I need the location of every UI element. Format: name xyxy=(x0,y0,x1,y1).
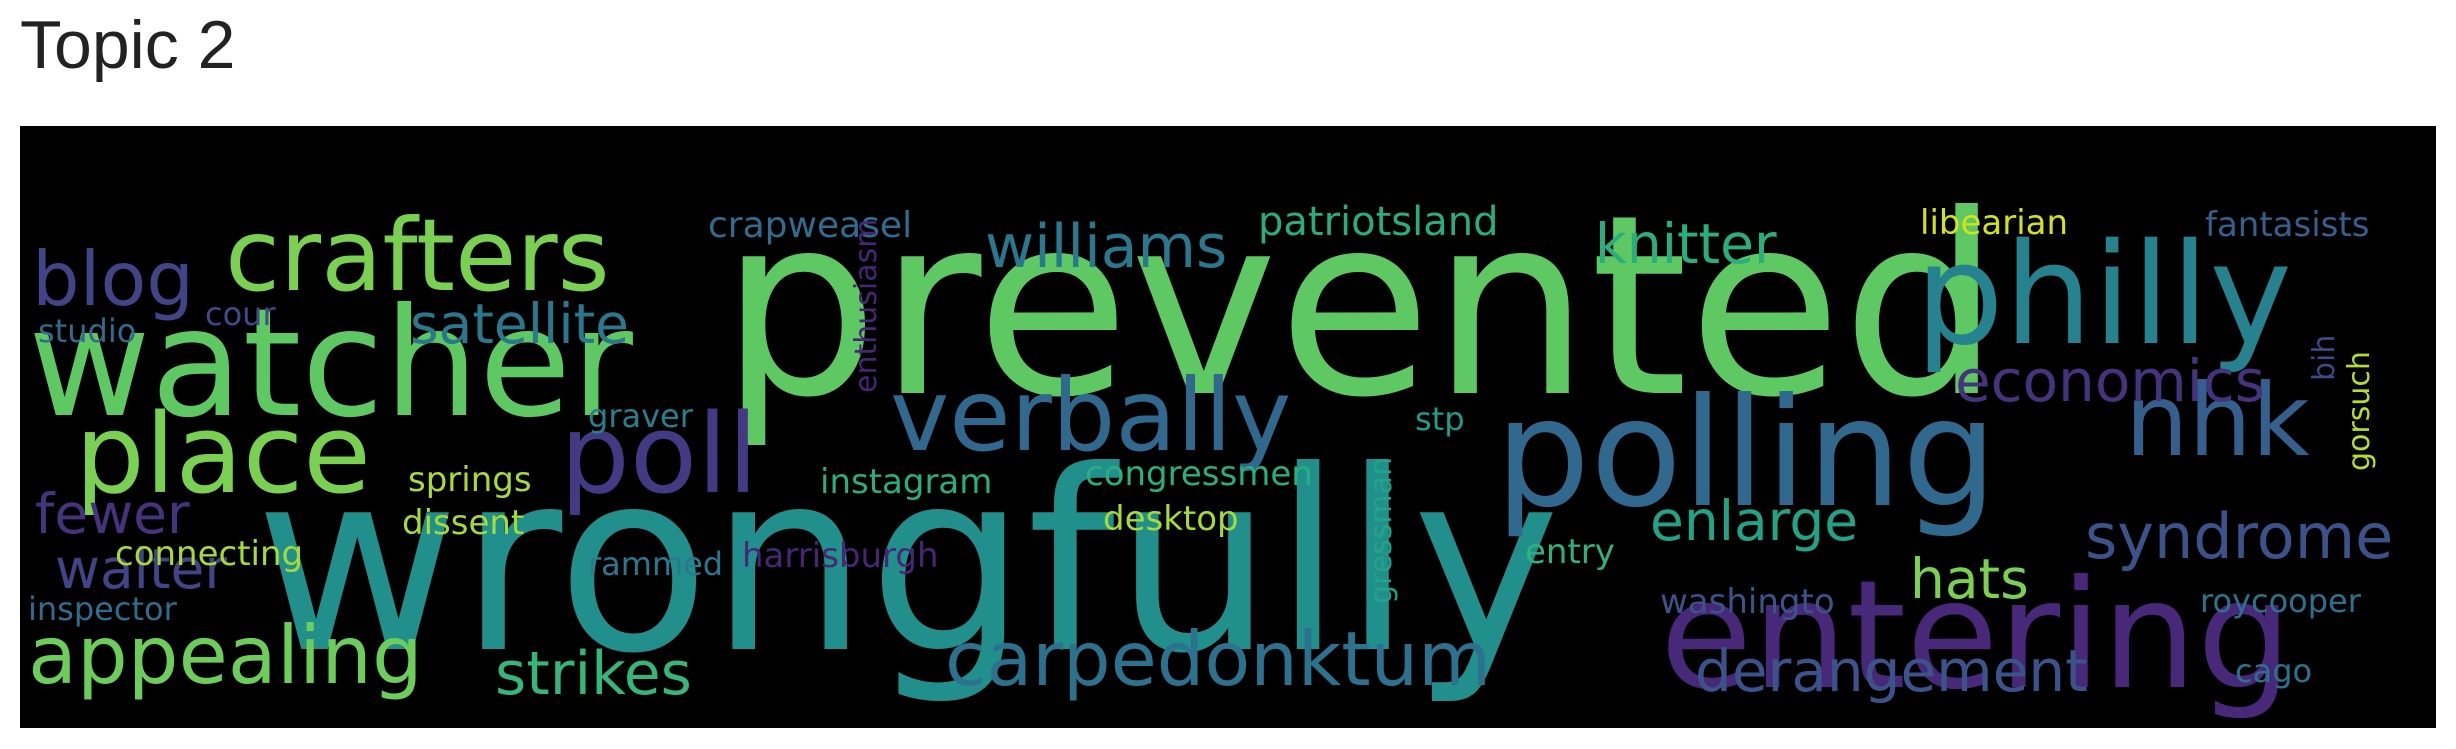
word-patriotsland: patriotsland xyxy=(1258,199,1499,245)
word-cour: cour xyxy=(205,295,276,333)
word-satellite: satellite xyxy=(410,292,630,357)
word-cloud: prevented wrongfully watcher polling enterin… xyxy=(20,126,2436,728)
word-desktop: desktop xyxy=(1103,498,1239,539)
word-nhk: nhk xyxy=(2125,362,2310,479)
word-strikes: strikes xyxy=(495,639,692,709)
word-washingto: washingto xyxy=(1660,581,1835,622)
word-place: place xyxy=(75,389,371,518)
word-derangement: derangement xyxy=(1695,636,2088,705)
word-hats: hats xyxy=(1910,547,2029,612)
word-economics: economics xyxy=(1955,346,2266,415)
word-philly: philly xyxy=(1915,214,2293,377)
word-blog: blog xyxy=(32,235,194,324)
page-title: Topic 2 xyxy=(20,7,236,83)
word-poll: poll xyxy=(560,389,759,518)
word-graver: graver xyxy=(588,397,693,435)
word-entering: entering xyxy=(1660,548,2293,723)
word-dissent: dissent xyxy=(402,502,525,543)
word-carpedonktum: carpedonktum xyxy=(945,615,1492,704)
word-connecting: connecting xyxy=(115,533,304,574)
word-fantasists: fantasists xyxy=(2205,204,2370,245)
word-wrongfully: wrongfully xyxy=(255,416,1561,708)
word-polling: polling xyxy=(1495,366,1998,541)
word-enlarge: enlarge xyxy=(1650,489,1859,554)
word-roycooper: roycooper xyxy=(2200,582,2361,620)
word-fewer: fewer xyxy=(35,482,190,547)
word-libearian: libearian xyxy=(1920,202,2069,243)
word-inspector: inspector xyxy=(28,590,177,628)
word-entry: entry xyxy=(1525,531,1615,572)
word-stp: stp xyxy=(1415,400,1465,438)
word-gressman: gressman xyxy=(1364,456,1399,604)
word-knitter: knitter xyxy=(1595,212,1777,277)
word-syndrome: syndrome xyxy=(2085,499,2394,573)
word-prevented: prevented xyxy=(720,160,2001,452)
word-gorsuch: gorsuch xyxy=(2342,351,2377,471)
word-walter: walter xyxy=(55,537,227,602)
word-studio: studio xyxy=(38,312,137,350)
word-cago: cago xyxy=(2235,652,2313,690)
word-congressmen: congressmen xyxy=(1085,453,1313,494)
word-crapweasel: crapweasel xyxy=(708,205,913,246)
word-enthusiasm: enthusiasm xyxy=(849,218,884,393)
word-instagram: instagram xyxy=(820,461,993,502)
word-springs: springs xyxy=(408,459,532,500)
word-verbally: verbally xyxy=(890,357,1292,474)
word-bih: bih xyxy=(2307,334,2342,381)
word-appealing: appealing xyxy=(28,609,423,702)
word-crafters: crafters xyxy=(225,197,610,314)
word-williams: williams xyxy=(985,212,1228,282)
word-harrisburgh: harrisburgh xyxy=(742,535,939,576)
word-rammed: rammed xyxy=(588,545,724,583)
word-watcher: watcher xyxy=(28,276,633,451)
